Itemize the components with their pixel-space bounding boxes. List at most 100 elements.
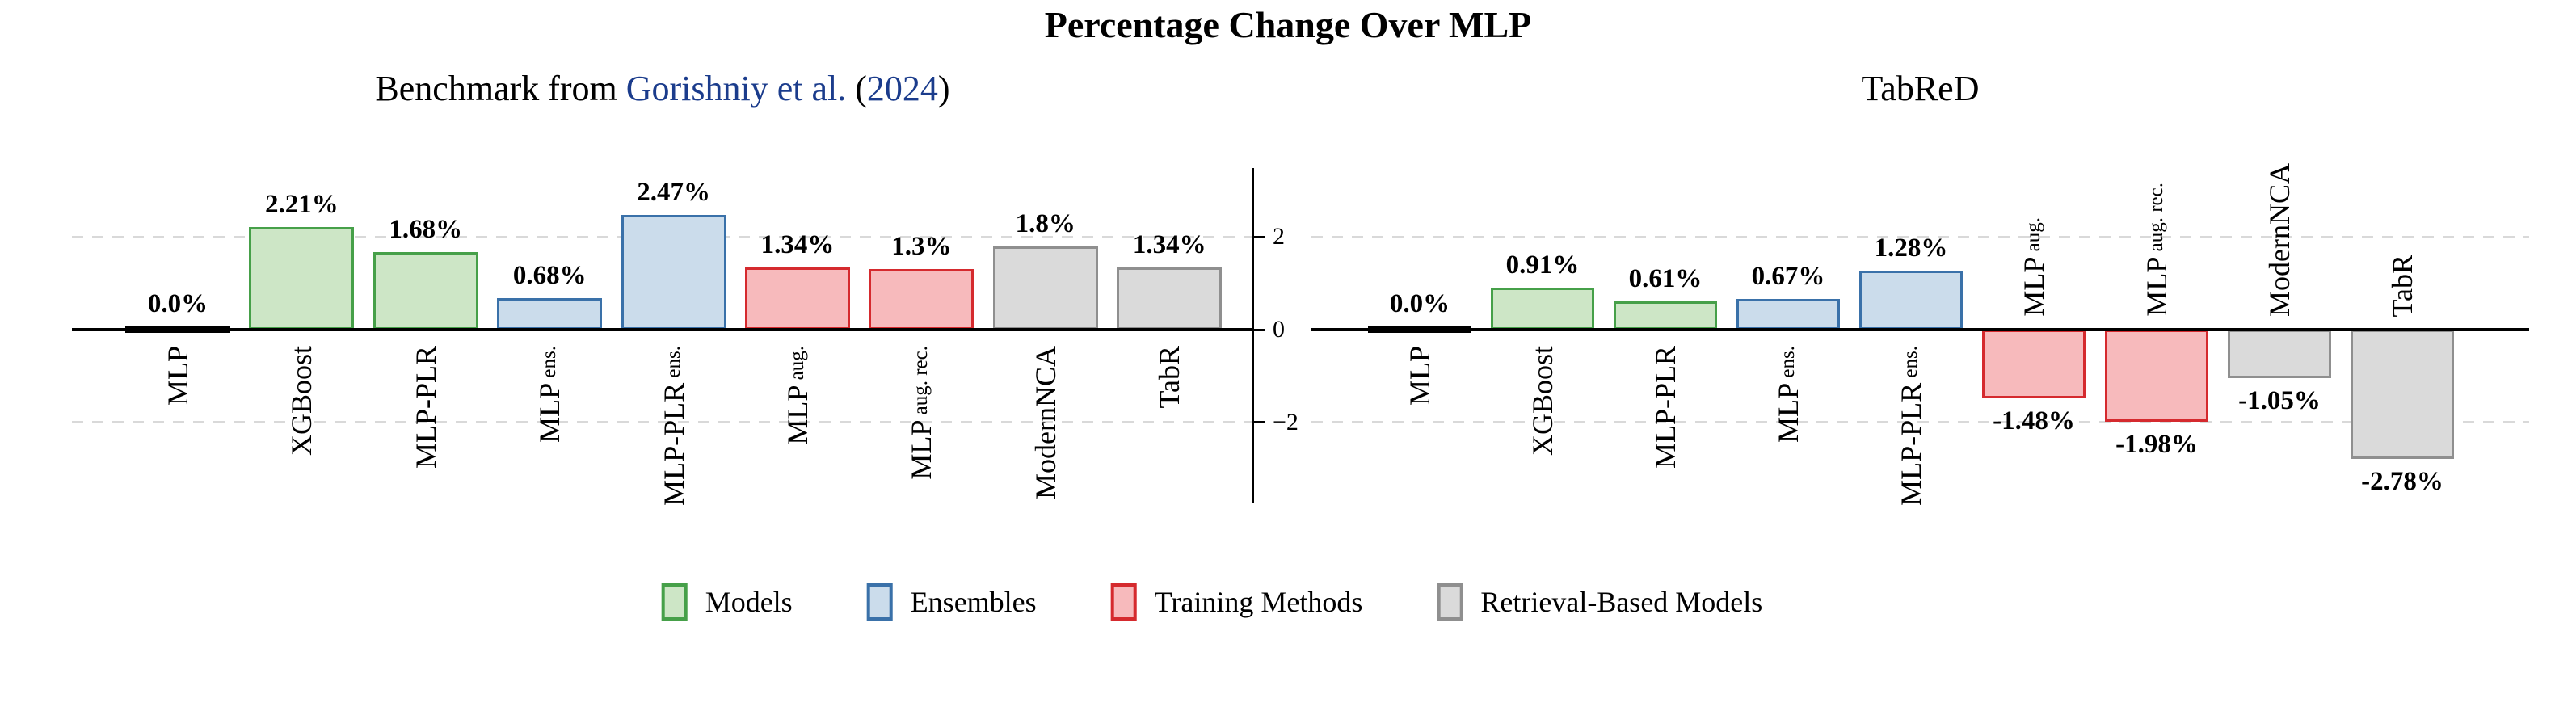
citation-link[interactable]: Gorishniy et al.	[625, 69, 847, 108]
bar-value-label-tabred-xgboost: 0.91%	[1505, 250, 1580, 280]
category-label-main: MLP	[533, 382, 566, 443]
category-label-main: ModernNCA	[2263, 163, 2296, 317]
category-label-main: MLP-PLR	[1649, 346, 1682, 469]
figure-title: Percentage Change Over MLP	[1044, 4, 1532, 45]
legend-swatch-ensembles	[866, 583, 893, 621]
bar-category-label-benchmark-from-gorishniy-et-al-2024-mlp-plr-ens: MLP-PLR ens.	[655, 346, 692, 506]
bar-benchmark-from-gorishniy-et-al-2024-mlp-aug-rec	[869, 269, 974, 330]
y-axis-tick-2	[1252, 235, 1265, 238]
bar-value-label-benchmark-from-gorishniy-et-al-2024-modernnca: 1.8%	[1015, 208, 1075, 238]
x-axis-baseline-tabred	[1311, 328, 2529, 331]
legend-item-label: Models	[705, 586, 793, 618]
gridline-tabred-2	[1311, 235, 2529, 238]
legend-item-ensembles: Ensembles	[866, 583, 1037, 621]
category-label-main: MLP	[1404, 346, 1436, 406]
legend-item-label: Training Methods	[1154, 586, 1363, 618]
bar-benchmark-from-gorishniy-et-al-2024-mlp-plr	[373, 251, 478, 330]
bar-category-label-benchmark-from-gorishniy-et-al-2024-mlp-plr: MLP-PLR	[407, 346, 444, 469]
legend-swatch-retrieval-based-models	[1437, 583, 1463, 621]
category-label-suffix: aug.	[786, 346, 808, 385]
bar-tabred-mlp-ens	[1736, 298, 1840, 330]
y-axis-tick--2	[1252, 421, 1265, 424]
y-axis-tick-label-2: 2	[1273, 223, 1285, 250]
category-label-main: MLP	[2018, 256, 2050, 317]
bar-value-label-benchmark-from-gorishniy-et-al-2024-mlp-plr: 1.68%	[389, 214, 463, 244]
bar-value-label-tabred-mlp-plr: 0.61%	[1628, 263, 1703, 293]
category-label-main: MLP	[781, 385, 814, 445]
bar-value-label-benchmark-from-gorishniy-et-al-2024-mlp: 0.0%	[147, 289, 208, 318]
category-label-main: MLP	[905, 419, 938, 480]
category-label-suffix: aug. rec.	[910, 346, 932, 420]
y-axis-tick-label-0: 0	[1273, 316, 1285, 343]
subplot-title-tabred: TabReD	[1861, 69, 1980, 108]
bar-benchmark-from-gorishniy-et-al-2024-tabr	[1117, 267, 1223, 330]
citation-link[interactable]: 2024	[866, 69, 938, 108]
gridline-tabred--2	[1311, 421, 2529, 424]
category-label-main: TabR	[1153, 346, 1186, 409]
bar-value-label-benchmark-from-gorishniy-et-al-2024-tabr: 1.34%	[1132, 230, 1206, 260]
bar-benchmark-from-gorishniy-et-al-2024-xgboost	[249, 227, 355, 330]
bar-benchmark-from-gorishniy-et-al-2024-mlp-aug	[745, 267, 850, 330]
x-axis-baseline-benchmark-from-gorishniy-et-al-2024	[72, 328, 1253, 331]
bar-tabred-mlp-plr-ens	[1859, 270, 1963, 330]
bar-category-label-benchmark-from-gorishniy-et-al-2024-tabr: TabR	[1151, 346, 1188, 408]
bar-category-label-tabred-mlp-ens: MLP ens.	[1770, 346, 1807, 443]
bar-value-label-tabred-mlp-aug: -1.48%	[1993, 406, 2075, 435]
bar-value-label-tabred-tabr: -2.78%	[2361, 466, 2443, 496]
bar-value-label-tabred-mlp-ens: 0.67%	[1751, 261, 1825, 291]
bar-category-label-tabred-modernnca: ModernNCA	[2261, 163, 2298, 317]
bar-value-label-benchmark-from-gorishniy-et-al-2024-mlp-plr-ens: 2.47%	[637, 178, 710, 208]
category-label-suffix: ens.	[662, 346, 684, 383]
subplot-title-text: (	[846, 69, 867, 108]
bar-category-label-benchmark-from-gorishniy-et-al-2024-xgboost: XGBoost	[283, 346, 320, 456]
bar-benchmark-from-gorishniy-et-al-2024-mlp-ens	[497, 297, 603, 330]
category-label-main: MLP-PLR	[409, 346, 442, 469]
y-axis-tick-label--2: −2	[1273, 408, 1299, 435]
bar-tabred-mlp-aug-rec	[2105, 330, 2208, 422]
subplot-title-benchmark: Benchmark from Gorishniy et al. (2024)	[72, 68, 1253, 109]
category-label-main: MLP-PLR	[657, 382, 690, 506]
gridline-benchmark-from-gorishniy-et-al-2024--2	[72, 421, 1253, 424]
bar-category-label-benchmark-from-gorishniy-et-al-2024-mlp-ens: MLP ens.	[531, 346, 568, 443]
category-label-suffix: ens.	[1777, 346, 1799, 383]
category-label-main: MLP	[1772, 382, 1804, 443]
y-axis-spine	[1252, 168, 1254, 503]
legend-swatch-training-methods	[1110, 583, 1137, 621]
bar-category-label-benchmark-from-gorishniy-et-al-2024-mlp-aug: MLP aug.	[779, 346, 816, 445]
bar-category-label-benchmark-from-gorishniy-et-al-2024-mlp: MLP	[159, 346, 196, 406]
legend-item-label: Retrieval-Based Models	[1480, 586, 1763, 618]
bar-tabred-mlp-plr	[1614, 301, 1717, 330]
category-label-main: MLP	[2140, 256, 2173, 317]
bar-value-label-tabred-mlp: 0.0%	[1389, 289, 1450, 318]
category-label-suffix: ens.	[538, 346, 561, 383]
category-label-main: TabR	[2386, 254, 2418, 317]
bar-category-label-benchmark-from-gorishniy-et-al-2024-mlp-aug-rec: MLP aug. rec.	[903, 346, 940, 480]
legend: Models Ensembles Training Methods Retrieval…	[661, 583, 1762, 621]
legend-item-training-methods: Training Methods	[1110, 583, 1363, 621]
bar-value-label-benchmark-from-gorishniy-et-al-2024-xgboost: 2.21%	[265, 190, 339, 220]
bar-category-label-tabred-xgboost: XGBoost	[1524, 346, 1561, 456]
bar-tabred-modernnca	[2228, 330, 2331, 379]
bar-value-label-tabred-mlp-plr-ens: 1.28%	[1874, 233, 1948, 263]
bar-category-label-tabred-mlp: MLP	[1401, 346, 1438, 406]
bar-category-label-benchmark-from-gorishniy-et-al-2024-modernnca: ModernNCA	[1027, 346, 1064, 499]
bar-category-label-tabred-mlp-aug-rec: MLP aug. rec.	[2138, 183, 2175, 317]
legend-swatch-models	[661, 583, 688, 621]
legend-item-retrieval-based-models: Retrieval-Based Models	[1437, 583, 1762, 621]
bar-value-label-benchmark-from-gorishniy-et-al-2024-mlp-aug-rec: 1.3%	[891, 232, 952, 262]
bar-value-label-tabred-mlp-aug-rec: -1.98%	[2115, 429, 2198, 459]
category-label-main: MLP	[162, 346, 194, 406]
bar-tabred-mlp-aug	[1982, 330, 2086, 398]
legend-item-label: Ensembles	[910, 586, 1037, 618]
bar-value-label-tabred-modernnca: -1.05%	[2238, 386, 2321, 416]
subplot-title-text: Benchmark from	[375, 69, 626, 108]
y-axis-tick-0	[1252, 328, 1265, 331]
bar-category-label-tabred-mlp-plr: MLP-PLR	[1647, 346, 1684, 469]
bar-category-label-tabred-tabr: TabR	[2384, 255, 2421, 317]
subplot-title-text: )	[937, 69, 950, 108]
bar-tabred-tabr	[2351, 330, 2454, 459]
category-label-main: XGBoost	[285, 346, 318, 456]
category-label-suffix: aug. rec.	[2145, 183, 2167, 257]
category-label-suffix: ens.	[1900, 346, 1921, 383]
